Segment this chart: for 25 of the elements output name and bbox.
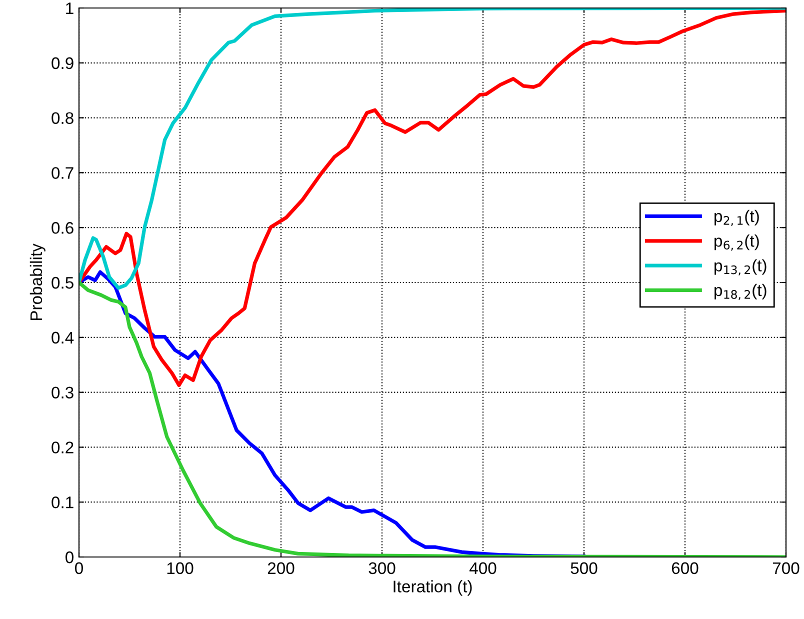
y-tick-label: 0.9 [52, 57, 74, 70]
legend-label: p$_{6,2}$(t) [714, 234, 759, 251]
x-tick-label: 300 [368, 562, 396, 574]
y-tick-label: 0.2 [52, 442, 74, 454]
y-tick-label: 0.8 [52, 112, 74, 124]
x-tick-label: 100 [167, 562, 194, 574]
y-tick-label: 0.5 [52, 276, 74, 289]
y-tick-label: 0.4 [52, 332, 74, 344]
y-tick-label: 0.1 [52, 496, 74, 508]
y-tick-label: 0.7 [52, 167, 74, 179]
y-tick-label: 0.3 [52, 386, 74, 399]
x-tick-label: 200 [268, 562, 294, 574]
x-tick-label: 400 [469, 562, 496, 574]
x-tick-label: 700 [772, 562, 800, 574]
x-tick-label: 500 [570, 562, 598, 574]
legend-label: p$_{13,2}$(t) [714, 259, 766, 276]
y-tick-label: 0 [66, 551, 74, 564]
y-tick-label: 1 [66, 2, 74, 14]
y-tick-label: 0.6 [52, 222, 74, 234]
x-tick-label: 0 [75, 562, 83, 574]
y-axis-title: Probability [30, 244, 46, 320]
x-axis-title: Iteration (t) [394, 580, 472, 596]
legend-label: p$_{2,1}$(t) [714, 210, 759, 226]
x-tick-label: 600 [672, 562, 698, 574]
legend-label: p$_{18,2}$(t) [714, 284, 766, 300]
